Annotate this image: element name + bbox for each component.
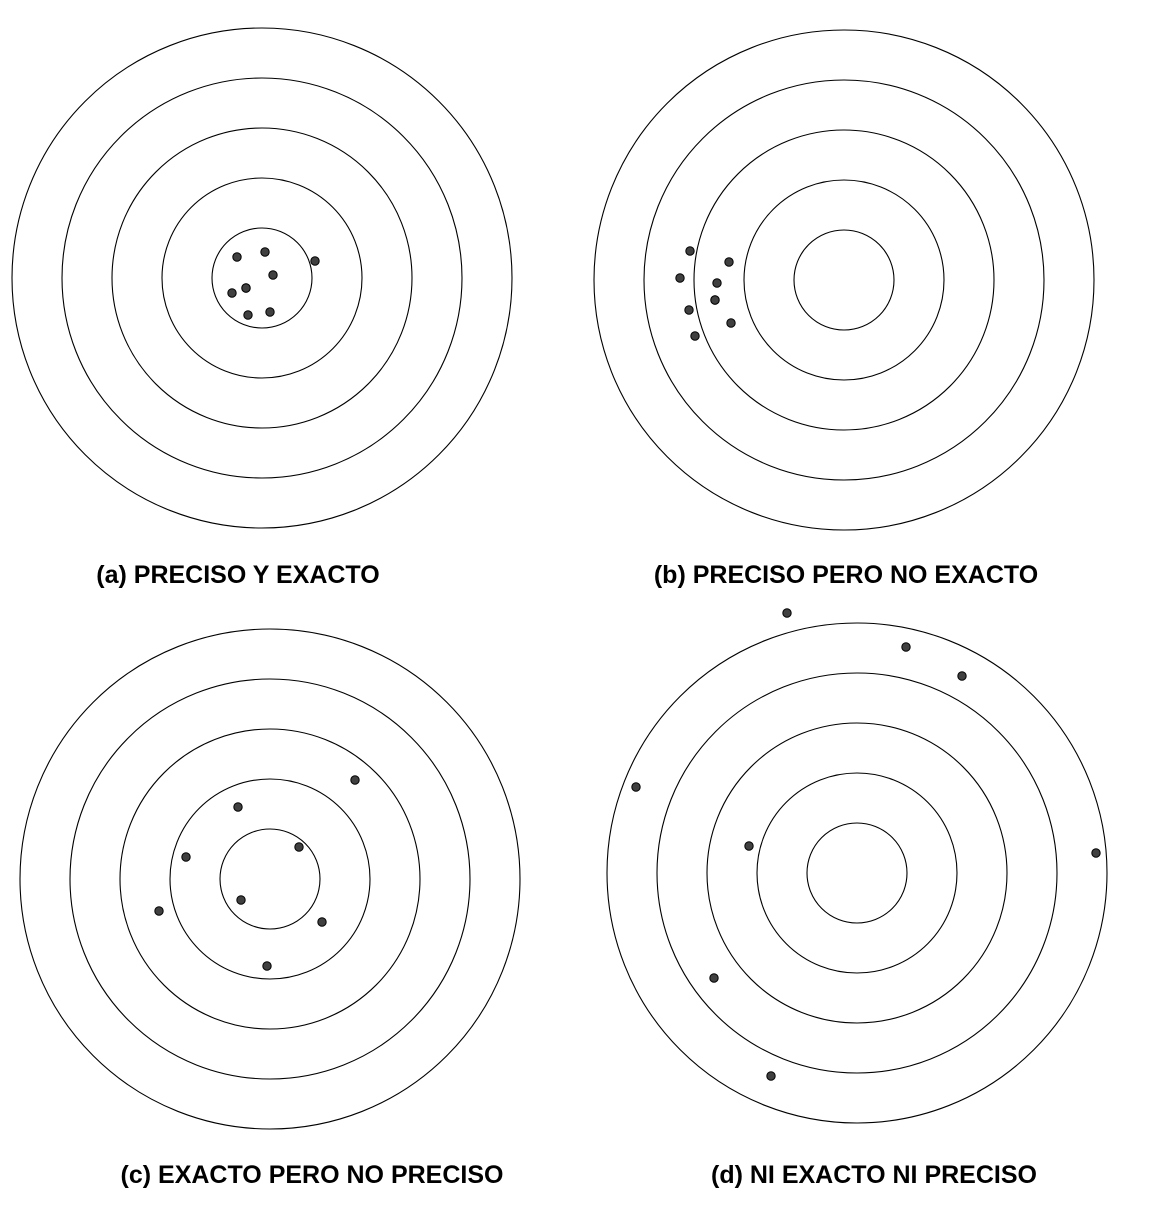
target-b-hit: [675, 273, 685, 283]
target-d-ring-5: [606, 622, 1108, 1124]
target-d-hit: [766, 1071, 776, 1081]
target-a-ring-4: [61, 77, 463, 479]
target-a: [11, 27, 513, 529]
target-b-ring-4: [643, 79, 1045, 481]
target-c-ring-1: [219, 828, 321, 930]
target-b-hit: [684, 305, 694, 315]
target-c-ring-3: [119, 728, 421, 1030]
target-d-hit: [1091, 848, 1101, 858]
target-c-ring-2: [169, 778, 371, 980]
target-d-hit: [901, 642, 911, 652]
target-b-hit: [712, 278, 722, 288]
target-b-ring-2: [743, 179, 945, 381]
target-c-hit: [154, 906, 164, 916]
target-d-ring-1: [806, 822, 908, 924]
target-a-hit: [241, 283, 251, 293]
target-d-hit: [631, 782, 641, 792]
target-d: [606, 608, 1108, 1124]
target-b-hit: [690, 331, 700, 341]
target-c-hit: [317, 917, 327, 927]
caption-b: (b) PRECISO PERO NO EXACTO: [654, 561, 1038, 589]
target-a-hit: [227, 288, 237, 298]
target-c-hit: [181, 852, 191, 862]
target-a-hit: [265, 307, 275, 317]
target-d-hit: [744, 841, 754, 851]
caption-d: (d) NI EXACTO NI PRECISO: [711, 1161, 1037, 1189]
target-b-hit: [710, 295, 720, 305]
target-a-hit: [260, 247, 270, 257]
target-c-ring-4: [69, 678, 471, 1080]
target-a-hit: [243, 310, 253, 320]
caption-a: (a) PRECISO Y EXACTO: [96, 561, 379, 589]
target-b-ring-3: [693, 129, 995, 431]
target-a-ring-2: [161, 177, 363, 379]
target-b-hit: [726, 318, 736, 328]
target-b-ring-5: [593, 29, 1095, 531]
target-a-ring-5: [11, 27, 513, 529]
target-b-hit: [724, 257, 734, 267]
target-d-ring-2: [756, 772, 958, 974]
target-c: [19, 628, 521, 1130]
target-c-hit: [233, 802, 243, 812]
target-d-hit: [957, 671, 967, 681]
target-c-hit: [350, 775, 360, 785]
target-a-hit: [310, 256, 320, 266]
target-a-hit: [232, 252, 242, 262]
target-b: [593, 29, 1095, 531]
target-c-hit: [294, 842, 304, 852]
target-d-hit: [709, 973, 719, 983]
target-c-ring-5: [19, 628, 521, 1130]
target-a-ring-1: [211, 227, 313, 329]
target-d-hit: [782, 608, 792, 618]
target-b-hit: [685, 246, 695, 256]
target-d-ring-4: [656, 672, 1058, 1074]
target-a-hit: [268, 270, 278, 280]
target-c-hit: [262, 961, 272, 971]
target-a-ring-3: [111, 127, 413, 429]
target-d-ring-3: [706, 722, 1008, 1024]
target-c-hit: [236, 895, 246, 905]
caption-c: (c) EXACTO PERO NO PRECISO: [121, 1161, 504, 1189]
target-b-ring-1: [793, 229, 895, 331]
